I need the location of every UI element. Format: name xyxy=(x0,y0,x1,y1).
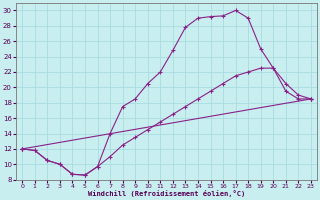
X-axis label: Windchill (Refroidissement éolien,°C): Windchill (Refroidissement éolien,°C) xyxy=(88,190,245,197)
